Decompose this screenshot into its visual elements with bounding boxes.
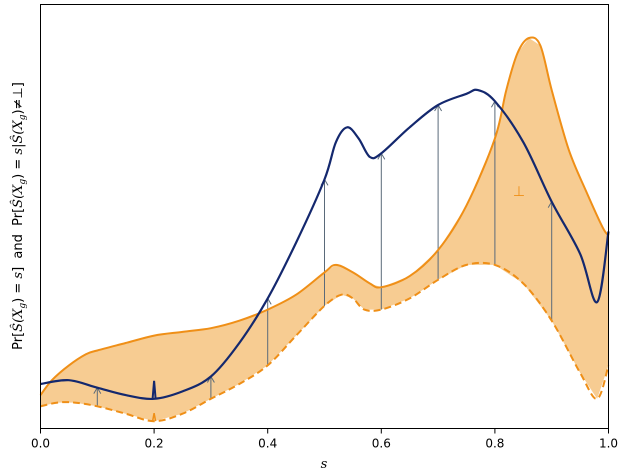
bottom-symbol-annotation: ⊥ <box>513 184 525 200</box>
x-tick-label: 0.4 <box>258 437 277 451</box>
plot-area <box>41 37 609 421</box>
x-tick-label: 0.6 <box>372 437 391 451</box>
x-axis-label: s <box>321 457 328 472</box>
x-tick-label: 0.0 <box>31 437 50 451</box>
x-axis: 0.0 0.2 0.4 0.6 0.8 1.0 <box>31 429 618 451</box>
x-tick-label: 0.2 <box>145 437 164 451</box>
x-tick-label: 0.8 <box>485 437 504 451</box>
y-axis-label: Pr[Ŝ(Xg) = s] and Pr[Ŝ(Xg) = s|Ŝ(Xg)≠⊥] <box>9 82 28 350</box>
x-tick-label: 1.0 <box>599 437 618 451</box>
